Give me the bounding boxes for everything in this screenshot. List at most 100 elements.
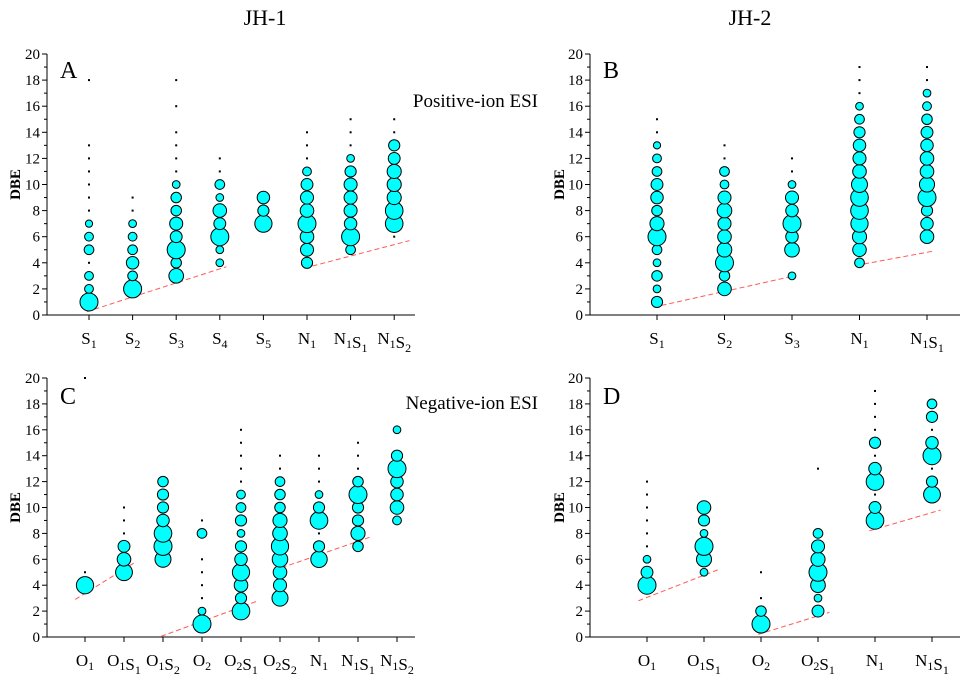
element-count: 1 — [353, 659, 359, 673]
data-point — [810, 551, 826, 567]
data-point — [306, 131, 308, 134]
data-point — [84, 270, 94, 281]
element-count: 1 — [699, 659, 705, 673]
data-point — [274, 501, 286, 514]
y-tick-label: 20 — [568, 47, 583, 63]
data-point — [920, 138, 934, 153]
x-tick-label: S3 — [168, 329, 183, 351]
y-tick-label: 4 — [33, 578, 41, 594]
element-symbol: S — [212, 329, 221, 348]
data-point — [868, 436, 882, 449]
data-point — [175, 79, 178, 82]
data-point — [697, 514, 711, 527]
data-point — [751, 614, 771, 634]
y-tick-label: 12 — [25, 475, 40, 491]
data-point — [197, 606, 207, 616]
data-point — [858, 92, 861, 95]
data-point — [201, 519, 203, 522]
series-n1 — [297, 131, 317, 269]
element-symbol: S — [256, 329, 265, 348]
element-symbol: N — [334, 329, 346, 348]
data-point — [349, 144, 352, 147]
element-symbol: S — [164, 655, 173, 674]
data-point — [652, 153, 662, 164]
y-tick-label: 6 — [33, 552, 41, 568]
data-point — [717, 229, 732, 244]
data-point — [389, 500, 405, 515]
series-n1s1 — [922, 398, 942, 504]
data-point — [387, 151, 401, 165]
data-point — [755, 605, 767, 617]
x-tick-label: O1 — [76, 651, 94, 673]
y-tick-label: 16 — [568, 99, 584, 115]
series-n1s2 — [387, 425, 407, 526]
data-point — [116, 552, 132, 567]
y-tick-label: 14 — [25, 125, 41, 141]
data-point — [694, 536, 714, 556]
element-count: 1 — [390, 337, 396, 351]
data-point — [865, 511, 885, 530]
series-o2s2 — [270, 454, 290, 607]
series-o1s1 — [115, 506, 133, 582]
element-symbol: N — [310, 651, 322, 670]
element-count: 1 — [715, 663, 721, 675]
data-point — [392, 425, 402, 435]
y-tick-label: 10 — [568, 501, 583, 517]
x-tick-label: O2S1 — [801, 651, 835, 675]
x-tick-label: O1 — [638, 651, 656, 673]
dbe-boundary-line — [86, 266, 227, 313]
data-point — [393, 235, 396, 238]
element-symbol: O — [752, 651, 764, 670]
data-point — [922, 101, 932, 112]
x-tick-label: N1S2 — [380, 651, 414, 675]
data-point — [719, 166, 730, 177]
series-o1 — [75, 377, 95, 595]
element-symbol: N — [850, 329, 862, 348]
data-point — [723, 157, 726, 160]
data-point — [341, 227, 361, 247]
y-tick-label: 20 — [25, 47, 40, 63]
element-count: 1 — [88, 659, 94, 673]
element-count: 1 — [922, 337, 928, 351]
data-point — [272, 578, 288, 593]
data-point — [131, 196, 134, 199]
element-symbol: S — [819, 655, 828, 674]
y-tick-label: 0 — [33, 308, 41, 324]
element-count: 2 — [291, 663, 297, 675]
data-point — [175, 105, 178, 108]
data-point — [874, 389, 876, 392]
element-symbol: S — [396, 333, 405, 352]
data-point — [123, 519, 125, 522]
data-point — [156, 513, 170, 528]
data-point — [175, 144, 178, 147]
data-point — [874, 493, 876, 496]
data-point — [170, 191, 182, 204]
data-point — [852, 151, 867, 166]
data-point — [868, 461, 882, 476]
data-point — [168, 268, 185, 284]
data-point — [650, 190, 664, 205]
data-point — [88, 196, 90, 199]
element-symbol: O — [263, 651, 275, 670]
panel-label: D — [603, 384, 620, 410]
data-point — [791, 170, 793, 173]
data-point — [127, 270, 138, 282]
x-tick-label: S4 — [212, 329, 227, 351]
element-symbol: O — [107, 651, 119, 670]
data-point — [240, 441, 242, 444]
element-count: 1 — [346, 337, 352, 351]
y-axis-title: DBE — [8, 169, 24, 200]
x-tick-label: O2 — [752, 651, 770, 673]
x-tick-label: O1S1 — [687, 651, 721, 675]
element-symbol: O — [638, 651, 650, 670]
x-tick-label: O2S2 — [263, 651, 297, 675]
x-tick-label: O1S2 — [146, 651, 180, 675]
y-tick-label: 10 — [25, 501, 40, 517]
data-point — [240, 480, 242, 483]
y-tick-label: 10 — [568, 178, 583, 194]
data-point — [125, 256, 140, 270]
element-count: 1 — [650, 659, 656, 673]
data-point — [348, 485, 368, 505]
y-tick-label: 6 — [576, 552, 584, 568]
